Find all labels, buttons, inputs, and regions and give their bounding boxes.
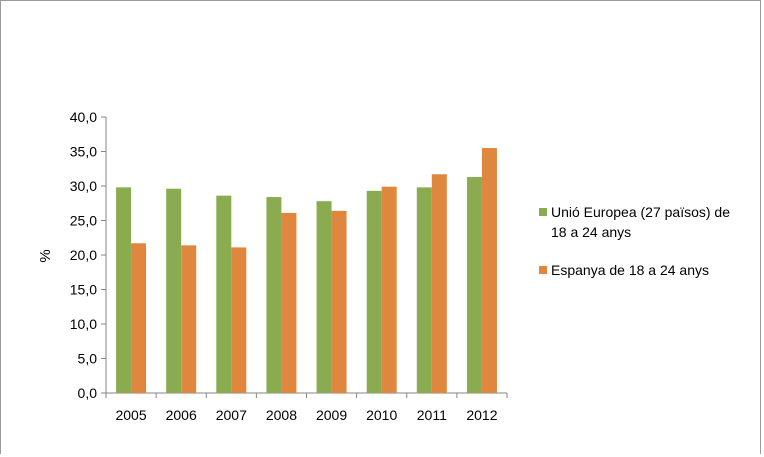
y-tick-label: 35,0	[70, 144, 97, 160]
x-tick-labels: 2005 2006 2007 2008 2009 2010 2011 2012	[115, 407, 497, 423]
legend: Unió Europea (27 països) de 18 a 24 anys E…	[539, 204, 730, 278]
legend-label-0: Unió Europea (27 països) de	[551, 204, 730, 220]
x-tick-label: 2009	[316, 407, 347, 423]
y-tick-label: 25,0	[70, 213, 97, 229]
bar-espanya-2006	[181, 245, 197, 393]
bar-espanya-2010	[381, 186, 397, 393]
y-tick-label: 15,0	[70, 282, 97, 298]
bar-ue-2011	[416, 187, 432, 393]
bar-ue-2008	[266, 197, 282, 393]
legend-label-0: 18 a 24 anys	[551, 224, 631, 240]
bar-ue-2006	[166, 188, 182, 393]
y-tick-label: 0,0	[78, 385, 98, 401]
bar-ue-2005	[116, 187, 132, 393]
x-tick-label: 2005	[115, 407, 146, 423]
x-tick-label: 2012	[466, 407, 497, 423]
bar-espanya-2011	[431, 174, 447, 393]
x-tick-label: 2007	[216, 407, 247, 423]
bar-ue-2007	[216, 195, 232, 393]
bars	[116, 148, 497, 393]
legend-swatch-1	[539, 266, 547, 274]
bar-ue-2010	[366, 190, 382, 393]
bar-ue-2012	[466, 177, 482, 393]
bar-espanya-2012	[481, 148, 497, 393]
bar-espanya-2007	[231, 247, 247, 393]
bar-espanya-2009	[331, 210, 347, 393]
y-tick-label: 20,0	[70, 247, 97, 263]
x-tick-label: 2011	[417, 407, 447, 423]
x-tick-label: 2008	[266, 407, 297, 423]
y-tick-label: 10,0	[70, 316, 97, 332]
y-tick-labels: 0,0 5,0 10,0 15,0 20,0 25,0 30,0 35,0 40,0	[70, 109, 97, 401]
bar-ue-2009	[316, 201, 332, 393]
y-axis-label: %	[37, 249, 54, 262]
legend-swatch-0	[539, 208, 547, 216]
y-tick-label: 30,0	[70, 178, 97, 194]
bar-espanya-2005	[131, 243, 147, 393]
x-tick-label: 2006	[166, 407, 197, 423]
y-tick-label: 40,0	[70, 109, 97, 125]
legend-label-1: Espanya de 18 a 24 anys	[551, 262, 709, 278]
bar-espanya-2008	[281, 212, 297, 393]
x-tick-label: 2010	[366, 407, 397, 423]
y-tick-label: 5,0	[78, 351, 98, 367]
